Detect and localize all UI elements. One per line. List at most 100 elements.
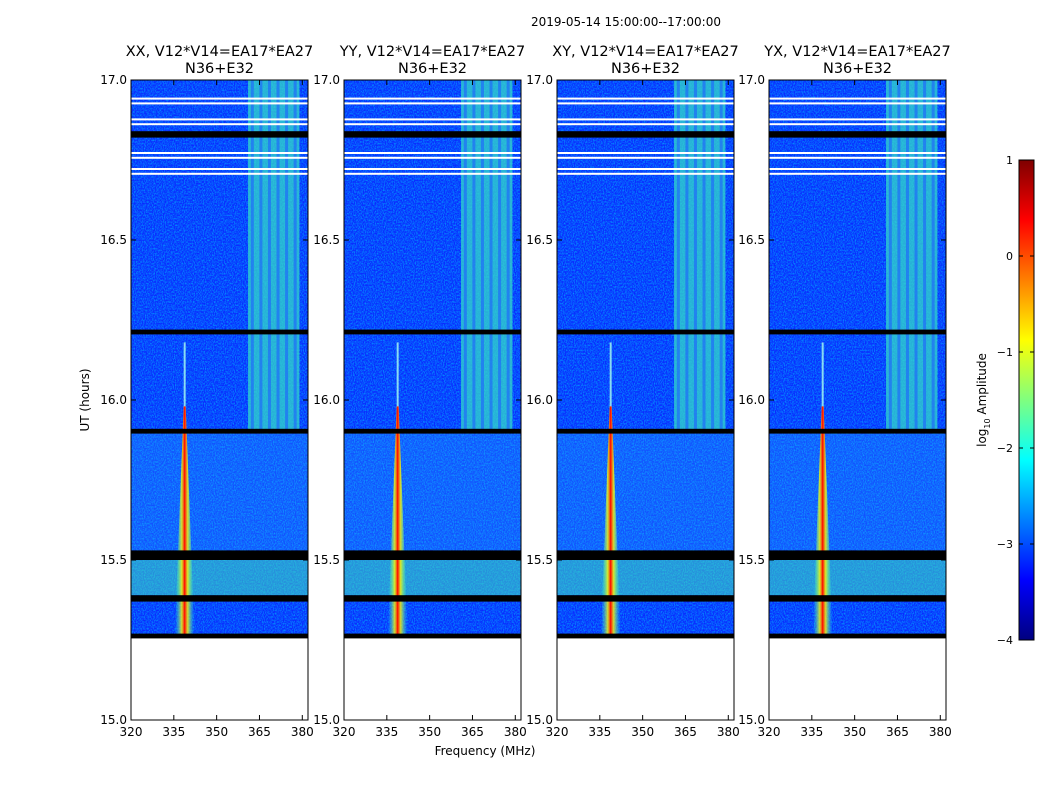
x-tick-label: 350 — [418, 725, 441, 739]
flagged-row — [557, 428, 734, 434]
colorbar-tick-label: −3 — [997, 538, 1013, 551]
gap-row — [769, 152, 946, 154]
y-tick-label: 16.5 — [738, 233, 765, 247]
rfi-stripe — [711, 80, 715, 432]
rfi-stripe — [250, 80, 254, 432]
gap-row — [131, 156, 308, 159]
gap-row — [557, 156, 734, 159]
gap-row — [557, 168, 734, 170]
x-tick-label: 380 — [291, 725, 314, 739]
x-tick-label: 335 — [375, 725, 398, 739]
flagged-row — [131, 428, 308, 434]
flagged-row — [769, 550, 946, 560]
flagged-row — [344, 550, 521, 560]
panel-3: 320 335 350 365 380 15.0 15.5 16.0 16.5 17.0 XY, V… — [526, 44, 739, 739]
gap-row — [557, 102, 734, 105]
flagged-row — [344, 131, 521, 138]
flagged-row — [344, 595, 521, 602]
spectral-line-glow — [174, 406, 195, 637]
rfi-stripe — [897, 80, 901, 432]
x-tick-label: 350 — [843, 725, 866, 739]
x-axis-label: Frequency (MHz) — [435, 744, 536, 758]
y-tick-label: 16.0 — [526, 393, 553, 407]
flagged-row — [769, 428, 946, 434]
rfi-band — [674, 80, 726, 432]
y-tick-label: 15.0 — [100, 713, 127, 727]
flagged-row — [557, 595, 734, 602]
rfi-stripe — [293, 80, 297, 432]
gap-row — [131, 102, 308, 105]
flagged-row — [557, 131, 734, 138]
rfi-stripe — [285, 80, 289, 432]
gap-row — [131, 168, 308, 170]
y-axis-label: UT (hours) — [78, 368, 92, 431]
gap-row — [557, 118, 734, 121]
gap-row — [769, 123, 946, 126]
suptitle: 2019-05-14 15:00:00--17:00:00 — [531, 15, 721, 29]
y-tick-label: 15.5 — [526, 553, 553, 567]
rfi-band — [248, 80, 300, 432]
gap-row — [131, 123, 308, 126]
gap-row — [344, 102, 521, 105]
gap-row — [557, 172, 734, 175]
rfi-stripe — [506, 80, 510, 432]
gap-row — [344, 156, 521, 159]
colorbar-tick-label: 1 — [1006, 154, 1013, 167]
x-tick-label: 320 — [120, 725, 143, 739]
x-tick-label: 380 — [929, 725, 952, 739]
panel-title-line1: YX, V12*V14=EA17*EA27 — [763, 44, 950, 60]
y-tick-label: 15.0 — [526, 713, 553, 727]
gap-row — [344, 168, 521, 170]
panel-title-line2: N36+E32 — [398, 61, 467, 77]
y-tick-label: 16.5 — [313, 233, 340, 247]
gap-row — [131, 118, 308, 121]
flagged-row — [769, 329, 946, 335]
gap-row — [769, 102, 946, 105]
gap-row — [557, 97, 734, 100]
spectral-line-glow — [812, 406, 833, 637]
gap-row — [344, 152, 521, 154]
y-tick-label: 15.0 — [738, 713, 765, 727]
spectral-line-glow — [600, 406, 621, 637]
y-tick-label: 15.5 — [100, 553, 127, 567]
x-tick-label: 365 — [886, 725, 909, 739]
rfi-stripe — [702, 80, 706, 432]
rfi-stripe — [463, 80, 467, 432]
panel-title-line2: N36+E32 — [611, 61, 680, 77]
gap-row — [131, 152, 308, 154]
heatmap-noisy-region — [131, 432, 308, 551]
x-tick-label: 380 — [504, 725, 527, 739]
heatmap-image — [769, 80, 946, 639]
spectral-line-glow — [387, 406, 408, 637]
y-tick-label: 17.0 — [738, 73, 765, 87]
gap-row — [344, 123, 521, 126]
flagged-row — [769, 633, 946, 639]
x-tick-label: 335 — [588, 725, 611, 739]
gap-row — [131, 97, 308, 100]
y-tick-label: 17.0 — [526, 73, 553, 87]
rfi-stripe — [489, 80, 493, 432]
y-tick-label: 17.0 — [100, 73, 127, 87]
x-tick-label: 320 — [546, 725, 569, 739]
x-tick-label: 335 — [162, 725, 185, 739]
rfi-stripe — [923, 80, 927, 432]
panel-title-line1: YY, V12*V14=EA17*EA27 — [339, 44, 525, 60]
x-tick-label: 320 — [333, 725, 356, 739]
rfi-stripe — [498, 80, 502, 432]
gap-row — [344, 172, 521, 175]
panel-2: 320 335 350 365 380 15.0 15.5 16.0 16.5 17.0 YY, V… — [313, 44, 526, 739]
colorbar-tick-label: −1 — [997, 346, 1013, 359]
x-tick-label: 365 — [674, 725, 697, 739]
gap-row — [344, 97, 521, 100]
heatmap-bright-region — [557, 560, 734, 596]
rfi-stripe — [480, 80, 484, 432]
rfi-stripe — [276, 80, 280, 432]
flagged-row — [131, 595, 308, 602]
flagged-row — [769, 595, 946, 602]
panel-title-line1: XX, V12*V14=EA17*EA27 — [126, 44, 314, 60]
gap-row — [769, 168, 946, 170]
gap-row — [769, 118, 946, 121]
rfi-stripe — [719, 80, 723, 432]
